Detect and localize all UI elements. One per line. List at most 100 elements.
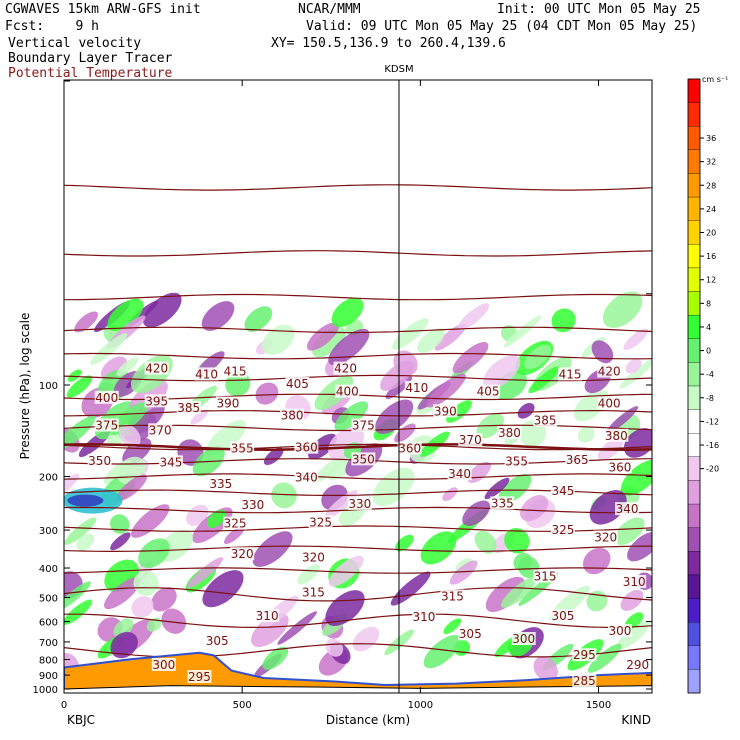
isentrope-label-bg [404, 380, 429, 394]
colorbar-tick-label: 28 [706, 181, 716, 190]
isentrope-label-bg [351, 418, 376, 432]
isentrope-label-bg [550, 522, 575, 536]
colorbar-swatch [687, 385, 701, 410]
x-endpoint-start: KBJC [67, 713, 95, 727]
colorbar-tick-label: -8 [706, 394, 714, 403]
isentrope-label-bg [223, 516, 248, 530]
vertical-velocity-blob [116, 357, 139, 377]
isentrope-label-bg [176, 401, 201, 415]
vertical-velocity-blob [263, 447, 284, 466]
vertical-velocity-blob [614, 517, 645, 545]
vertical-velocity-blob [76, 533, 95, 551]
vertical-velocity-blob [517, 402, 535, 419]
vertical-velocity-blob [620, 459, 652, 496]
vertical-velocity-blob [133, 570, 159, 596]
colorbar-swatch [687, 362, 701, 387]
isentrope-label: 290 [626, 658, 649, 672]
vertical-velocity-blob [423, 634, 462, 669]
init-time: Init: 00 UTC Mon 05 May 25 [497, 2, 701, 17]
y-tick-label: 700 [39, 638, 58, 649]
vertical-velocity-blob [395, 534, 414, 552]
isentrope-label: 420 [334, 362, 357, 376]
vertical-velocity-blob [577, 426, 595, 443]
isentrope-label: 390 [216, 397, 239, 411]
isentrope-label: 325 [309, 515, 332, 529]
vertical-velocity-blob [64, 581, 91, 611]
y-axis-label: Pressure (hPa), log scale [18, 313, 32, 460]
x-tick-label: 500 [233, 700, 252, 711]
vertical-velocity-blob [107, 298, 144, 332]
isentrope-label: 350 [352, 452, 375, 466]
vertical-velocity-blob [206, 509, 227, 528]
vertical-velocity-blob [119, 424, 141, 448]
isentrope-label-bg [433, 404, 458, 418]
colorbar-units: cm s⁻¹ [702, 75, 728, 84]
vertical-velocity-blob [503, 315, 542, 348]
colorbar-tick-label: -4 [706, 370, 714, 379]
isentrope-label-bg [301, 550, 326, 564]
isentrope-label-bg [504, 454, 529, 468]
valid-time: Valid: 09 UTC Mon 05 May 25 (04 CDT Mon … [306, 19, 698, 34]
vertical-velocity-blob [116, 474, 148, 501]
vertical-velocity-blob [206, 420, 247, 456]
colorbar-tick-label: 0 [706, 347, 711, 356]
isentrope-line [64, 545, 652, 553]
vertical-velocity-blob [314, 375, 354, 411]
isentrope-label: 360 [398, 442, 421, 456]
vertical-velocity-blob [74, 311, 98, 333]
vertical-velocity-blob [251, 613, 289, 648]
isentrope-label: 310 [256, 609, 279, 623]
isentrope-label: 335 [491, 496, 514, 510]
forecast-hour: Fcst: 9 h [5, 19, 99, 34]
colorbar-swatch [687, 574, 701, 599]
isentrope-label: 340 [448, 467, 471, 481]
vertical-velocity-blob [64, 517, 97, 545]
isentrope-label: 285 [573, 674, 596, 688]
isentrope-label-bg [294, 470, 319, 484]
isentrope-label: 400 [336, 385, 359, 399]
isentrope-line [64, 250, 652, 257]
isentrope-label: 395 [145, 394, 168, 408]
colorbar-swatch [687, 78, 701, 103]
isentrope-label-bg [158, 455, 183, 469]
colorbar-tick-label: 36 [706, 134, 716, 143]
isentrope-label-bg [597, 396, 622, 410]
isentrope-label: 335 [209, 477, 232, 491]
isentrope-label: 300 [512, 632, 535, 646]
station-marker-label: KDSM [384, 64, 413, 75]
isentrope-label: 315 [534, 570, 557, 584]
vertical-velocity-blob [334, 401, 369, 431]
colorbar-swatch [687, 622, 701, 646]
isentrope-label-bg [351, 452, 376, 466]
isentrope-label-bg [333, 361, 358, 375]
vertical-velocity-blob [420, 531, 457, 565]
isentrope-line [64, 326, 652, 334]
isentrope-label-bg [230, 441, 255, 455]
vertical-velocity-blob [325, 590, 365, 627]
x-tick-label: 1500 [586, 700, 611, 711]
vertical-velocity-blob [201, 301, 235, 331]
field-label-potential-temperature: Potential Temperature [8, 66, 173, 81]
isentrope-label: 400 [598, 397, 621, 411]
colorbar-swatch [687, 196, 701, 221]
isentrope-label: 305 [551, 609, 574, 623]
isentrope-label: 330 [241, 498, 264, 512]
vertical-velocity-blob [328, 459, 352, 481]
vertical-velocity-blob [138, 538, 170, 569]
x-tick-label: 0 [61, 700, 67, 711]
isentrope-label-bg [87, 453, 112, 467]
colorbar-swatch [687, 409, 701, 434]
colorbar-swatch [687, 173, 701, 198]
vertical-velocity-blob [528, 366, 560, 394]
isentrope-label-bg [572, 674, 597, 688]
axes: 0 500 1000 1500 100 200 300 400 500 600 700 800 900 1… [33, 80, 652, 711]
y-tick-label: 100 [39, 381, 58, 392]
isentrope-label: 360 [608, 460, 631, 474]
isentrope-label: 295 [188, 670, 211, 684]
isentrope-label: 415 [224, 365, 247, 379]
isentrope-label-bg [285, 377, 310, 390]
isentrope-label: 315 [441, 589, 464, 603]
colorbar-swatch [687, 433, 701, 457]
y-tick-label: 500 [39, 593, 58, 604]
vertical-velocity-blob [297, 564, 320, 585]
